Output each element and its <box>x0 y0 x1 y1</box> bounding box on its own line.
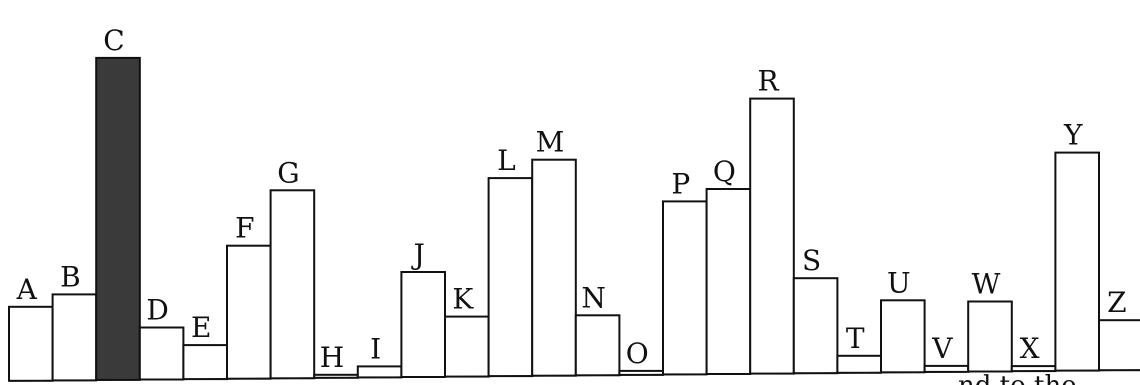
bar-label-i: I <box>370 332 381 365</box>
bar-label-c: C <box>103 24 124 57</box>
bar-i <box>356 365 403 379</box>
bar-z <box>1098 319 1140 372</box>
bar-label-s: S <box>802 244 821 277</box>
bar-label-z: Z <box>1107 286 1126 319</box>
bar-p <box>662 200 708 376</box>
bar-label-y: Y <box>1063 119 1083 152</box>
bar-label-m: M <box>536 126 565 159</box>
bar-label-e: E <box>191 311 211 344</box>
bar-label-o: O <box>626 337 649 370</box>
bar-d <box>138 326 185 381</box>
bar-y <box>1054 151 1101 372</box>
bar-w <box>967 300 1013 373</box>
bar-label-v: V <box>931 332 953 365</box>
bar-r <box>749 97 795 375</box>
bar-s <box>792 277 839 375</box>
bar-label-f: F <box>235 212 254 245</box>
bar-n <box>574 314 621 377</box>
page-text-fragment: nd to the <box>958 371 1077 385</box>
bar-j <box>400 271 446 378</box>
bar-label-k: K <box>452 283 474 316</box>
bar-e <box>182 344 228 381</box>
bar-label-n: N <box>581 281 606 314</box>
bar-label-p: P <box>671 167 690 200</box>
bar-c <box>95 56 141 381</box>
bar-label-b: B <box>60 260 81 293</box>
bar-label-g: G <box>277 156 299 189</box>
bar-label-d: D <box>146 294 168 327</box>
bar-u <box>880 299 926 374</box>
bar-q <box>705 188 752 375</box>
bar-a <box>8 305 54 382</box>
bar-l <box>487 177 534 378</box>
bar-label-q: Q <box>713 155 736 188</box>
bar-label-l: L <box>497 144 516 177</box>
bar-b <box>51 293 98 382</box>
baseline <box>8 369 1140 382</box>
bars-group <box>8 56 1140 382</box>
bar-label-h: H <box>320 341 344 374</box>
bar-f <box>226 244 272 380</box>
bar-label-w: W <box>972 268 1001 301</box>
bar-label-a: A <box>16 273 38 306</box>
bar-k <box>444 315 490 378</box>
bar-m <box>531 158 577 377</box>
bar-label-j: J <box>411 238 425 271</box>
bar-label-t: T <box>846 322 865 355</box>
bar-label-r: R <box>757 65 779 98</box>
bar-label-x: X <box>1020 332 1040 365</box>
bar-t <box>836 354 883 374</box>
bar-g <box>269 189 316 380</box>
bar-label-u: U <box>887 266 911 299</box>
